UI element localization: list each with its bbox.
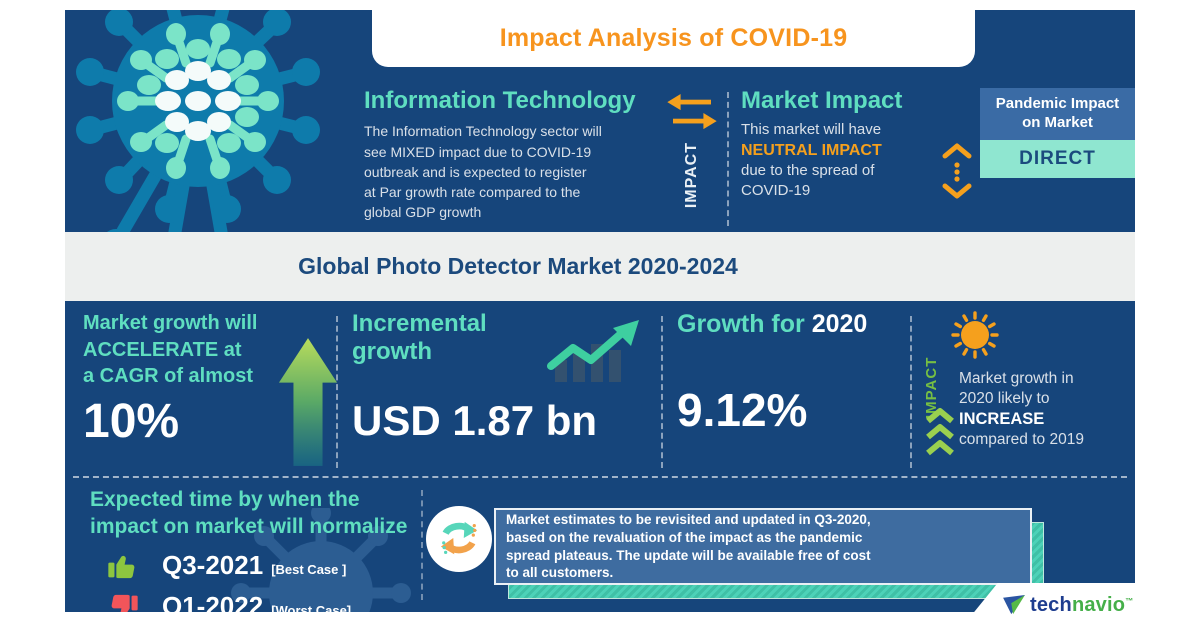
content-panel: Impact Analysis of COVID-19 Information … (65, 10, 1135, 612)
card-cagr: Market growth will ACCELERATE at a CAGR … (83, 310, 339, 472)
refresh-arrows-icon (440, 521, 478, 555)
market-title: Global Photo Detector Market 2020-2024 (298, 253, 738, 279)
virus-illustration-icon (76, 10, 320, 282)
impact-vertical-label: IMPACT (683, 142, 700, 209)
trend-chart-icon (547, 320, 639, 382)
best-case-value: Q3-2021 (162, 550, 264, 581)
it-sector-section: Information Technology The Information T… (364, 87, 664, 222)
updown-arrow-icon (942, 143, 972, 199)
exchange-arrows-icon (667, 94, 717, 130)
best-case-label: [Best Case ] (271, 561, 347, 577)
cagr-value: 10% (83, 394, 180, 448)
worst-case-value: Q1-2022 (162, 591, 264, 612)
impact2020-description: Market growth in 2020 likely to INCREASE… (959, 369, 1135, 450)
cagr-heading: Market growth will ACCELERATE at a CAGR … (83, 312, 258, 388)
technavio-logo-icon (1003, 595, 1025, 615)
note-box: Market estimates to be revisited and upd… (494, 508, 1032, 585)
thumbs-down-icon (111, 594, 138, 612)
sector-description: The Information Technology sector will s… (364, 123, 602, 221)
card-growth-2020: Growth for 2020 9.12% (677, 310, 907, 472)
divider-dashed-vertical (727, 92, 729, 226)
divider-dashed-vertical (910, 316, 912, 468)
divider-dashed-vertical (421, 490, 423, 600)
market-title-band: Global Photo Detector Market 2020-2024 (65, 232, 1135, 301)
worst-case-label: [Worst Case] (271, 602, 352, 612)
brand-name: technavio™ (1030, 594, 1133, 617)
pandemic-badge-value: DIRECT (980, 139, 1135, 178)
neutral-impact-highlight: NEUTRAL IMPACT (741, 142, 882, 160)
increase-highlight: INCREASE (959, 409, 1045, 428)
normalize-section: Expected time by when the impact on mark… (90, 486, 430, 612)
worst-case-row: Q1-2022 [Worst Case] (90, 591, 430, 612)
divider-dashed-horizontal (73, 476, 1127, 478)
covid-virus-orange-icon (951, 311, 999, 359)
divider-dashed-vertical (336, 316, 338, 468)
incremental-value: USD 1.87 bn (352, 397, 598, 445)
growth2020-value: 9.12% (677, 384, 808, 436)
pandemic-badge: Pandemic Impact on Market DIRECT (980, 88, 1135, 178)
note-text: Market estimates to be revisited and upd… (506, 511, 871, 581)
market-impact-description: This market will have NEUTRAL IMPACT due… (741, 120, 941, 201)
brand-banner: technavio™ (962, 583, 1200, 627)
brand-trademark: ™ (1125, 595, 1134, 605)
market-impact-title: Market Impact (741, 87, 903, 114)
growth-up-arrow-icon (278, 338, 338, 466)
normalize-title: Expected time by when the impact on mark… (90, 488, 408, 539)
best-case-row: Q3-2021 [Best Case ] (90, 550, 430, 582)
growth2020-heading: Growth for 2020 (677, 310, 868, 338)
card-impact-2020: IMPACT Market growth in 202 (923, 305, 1135, 475)
sector-title: Information Technology (364, 87, 636, 114)
pandemic-badge-label: Pandemic Impact on Market (980, 88, 1135, 140)
note-refresh-badge (426, 506, 492, 572)
impact-divider: IMPACT (661, 94, 723, 234)
brand-name-suffix: navio (1071, 593, 1126, 616)
market-impact-section: Market Impact This market will have NEUT… (741, 87, 941, 201)
incremental-heading: Incremental growth (352, 310, 487, 365)
banner-title: Impact Analysis of COVID-19 (499, 24, 848, 52)
covid-banner: Impact Analysis of COVID-19 (372, 10, 975, 67)
thumbs-up-icon (108, 555, 135, 578)
brand-name-prefix: tech (1030, 593, 1072, 616)
triple-chevron-up-icon (926, 408, 954, 456)
card-incremental-growth: Incremental growth USD 1.87 bn (352, 310, 658, 472)
divider-dashed-vertical (661, 316, 663, 468)
virus-watermark-icon (231, 508, 411, 612)
